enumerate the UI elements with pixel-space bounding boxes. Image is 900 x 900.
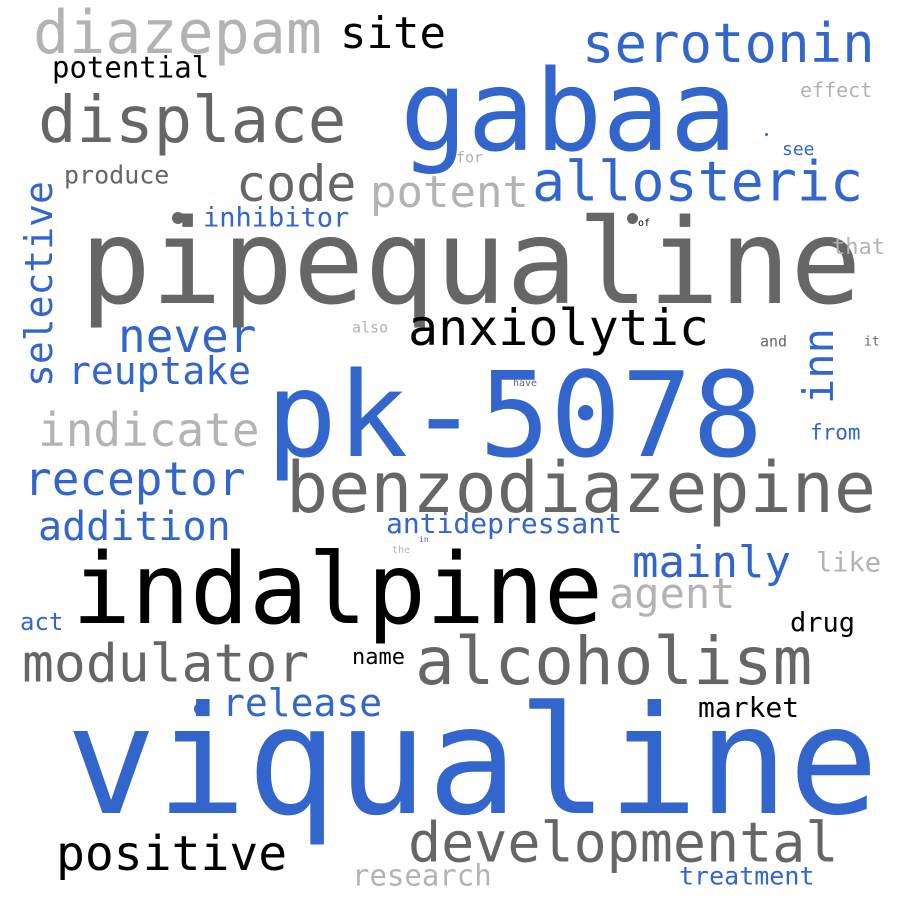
word-indalpine: indalpine xyxy=(72,533,604,647)
word-positive: positive xyxy=(56,826,288,882)
word-in: in xyxy=(419,535,429,544)
word-it: it xyxy=(864,334,880,350)
word-for: for xyxy=(456,148,484,167)
word-potent: potent xyxy=(370,167,529,218)
word-serotonin: serotonin xyxy=(582,12,875,75)
decorative-dot xyxy=(194,703,206,715)
word-diazepam: diazepam xyxy=(33,0,322,68)
decorative-dot xyxy=(627,213,638,224)
word-inn: inn xyxy=(794,328,843,404)
word-have: have xyxy=(513,378,538,389)
word-that: that xyxy=(832,235,885,260)
word-the: the xyxy=(392,545,411,556)
word-treatment: treatment xyxy=(679,861,815,891)
word-release: release xyxy=(222,681,383,725)
word-drug: drug xyxy=(790,607,856,639)
word-reuptake: reuptake xyxy=(68,349,252,393)
word-produce: produce xyxy=(64,160,170,190)
word-market: market xyxy=(698,691,800,724)
word-gabaa: gabaa xyxy=(400,47,738,177)
word-alcoholism: alcoholism xyxy=(415,623,813,700)
word-site: site xyxy=(340,8,446,59)
word-benzodiazepine: benzodiazepine xyxy=(286,447,877,529)
word-displace: displace xyxy=(38,84,347,158)
word-allosteric: allosteric xyxy=(532,149,864,214)
word-mainly: mainly xyxy=(632,537,791,588)
word-research: research xyxy=(352,858,492,893)
word-of: of xyxy=(638,218,651,229)
word-effect: effect xyxy=(800,78,873,102)
word-and: and xyxy=(760,332,788,351)
word-code: code xyxy=(236,155,357,213)
word-indicate: indicate xyxy=(38,403,260,457)
word-agent: agent xyxy=(609,569,736,618)
word-pk-5078: pk-5078 xyxy=(266,346,764,484)
word-pipequaline: pipequaline xyxy=(80,193,862,331)
word-anxiolytic: anxiolytic xyxy=(408,299,710,357)
decorative-dot xyxy=(765,133,768,136)
word-potential: potential xyxy=(52,50,210,85)
word-never: never xyxy=(118,309,257,363)
word-from: from xyxy=(810,420,861,445)
word-act: act xyxy=(20,608,64,636)
word-modulator: modulator xyxy=(22,633,310,695)
word-addition: addition xyxy=(38,504,231,550)
word-antidepressant: antidepressant xyxy=(386,507,623,540)
word-developmental: developmental xyxy=(408,810,839,875)
word-inhibitor: inhibitor xyxy=(203,202,350,234)
decorative-dot xyxy=(172,212,184,224)
word-receptor: receptor xyxy=(24,452,246,506)
word-see: see xyxy=(782,139,815,160)
word-also: also xyxy=(352,318,389,337)
word-name: name xyxy=(352,645,405,670)
word-like: like xyxy=(816,547,882,579)
word-selective: selective xyxy=(17,181,61,387)
